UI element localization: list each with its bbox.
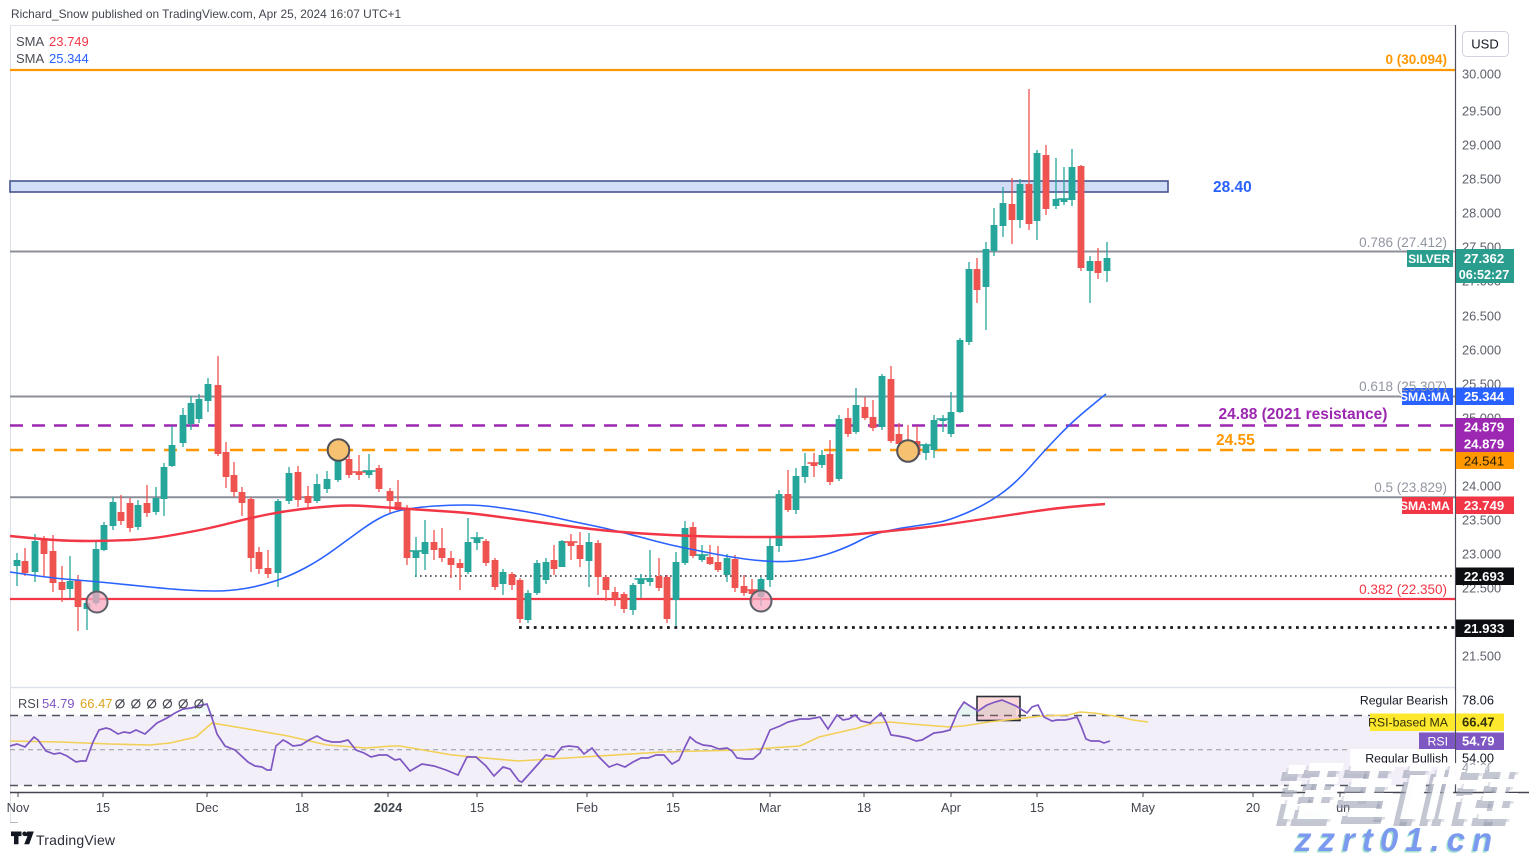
- svg-text:USD: USD: [1471, 37, 1498, 52]
- svg-text:54.00: 54.00: [1462, 751, 1494, 766]
- svg-text:SILVER: SILVER: [1408, 252, 1450, 266]
- svg-text:66.47: 66.47: [1462, 715, 1495, 730]
- svg-text:Regular Bullish: Regular Bullish: [1365, 752, 1448, 766]
- svg-text:Feb: Feb: [576, 800, 598, 815]
- svg-text:May: May: [1131, 800, 1156, 815]
- svg-text:27.362: 27.362: [1464, 251, 1504, 266]
- svg-text:06:52:27: 06:52:27: [1459, 268, 1509, 282]
- svg-text:66.47: 66.47: [80, 696, 113, 711]
- svg-text:54.79: 54.79: [1462, 734, 1495, 749]
- svg-text:zzrt01.cn: zzrt01.cn: [1293, 823, 1498, 857]
- svg-text:24.000: 24.000: [1462, 479, 1501, 494]
- svg-text:78.06: 78.06: [1462, 693, 1494, 708]
- svg-text:15: 15: [666, 800, 680, 815]
- svg-text:24.879: 24.879: [1464, 420, 1504, 435]
- svg-text:29.500: 29.500: [1462, 104, 1501, 119]
- svg-text:24.541: 24.541: [1464, 454, 1504, 469]
- svg-text:23.500: 23.500: [1462, 513, 1501, 528]
- svg-text:29.000: 29.000: [1462, 138, 1501, 153]
- svg-text:RSI-based MA: RSI-based MA: [1368, 716, 1449, 730]
- svg-text:21.500: 21.500: [1462, 649, 1501, 664]
- svg-text:zzrt01.cn: zzrt01.cn: [1294, 821, 1499, 857]
- svg-text:25.344: 25.344: [1464, 389, 1505, 404]
- svg-text:0.5 (23.829): 0.5 (23.829): [1374, 480, 1447, 495]
- svg-text:30.000: 30.000: [1462, 67, 1501, 82]
- svg-text:15: 15: [470, 800, 484, 815]
- svg-text:2024: 2024: [374, 800, 403, 815]
- svg-text:SMA: SMA: [16, 34, 45, 49]
- svg-text:26.500: 26.500: [1462, 309, 1501, 324]
- svg-text:SMA: SMA: [16, 51, 45, 66]
- svg-text:21.933: 21.933: [1464, 621, 1504, 636]
- svg-text:24.55: 24.55: [1216, 432, 1255, 449]
- svg-text:0 (30.094): 0 (30.094): [1385, 52, 1447, 67]
- svg-text:28.000: 28.000: [1462, 206, 1501, 221]
- svg-text:Nov: Nov: [7, 800, 30, 815]
- svg-text:15: 15: [96, 800, 110, 815]
- svg-text:23.749: 23.749: [1464, 498, 1504, 513]
- svg-text:24.879: 24.879: [1464, 437, 1504, 452]
- svg-text:Richard_Snow published on Trad: Richard_Snow published on TradingView.co…: [11, 7, 401, 21]
- svg-text:23.749: 23.749: [49, 34, 89, 49]
- svg-text:54.79: 54.79: [42, 696, 75, 711]
- svg-text:25.344: 25.344: [49, 51, 89, 66]
- svg-text:24.88 (2021 resistance): 24.88 (2021 resistance): [1219, 406, 1388, 423]
- svg-text:Regular Bearish: Regular Bearish: [1360, 694, 1448, 708]
- svg-text:18: 18: [295, 800, 309, 815]
- svg-text:Mar: Mar: [759, 800, 782, 815]
- svg-text:RSI: RSI: [1428, 735, 1449, 749]
- svg-text:Apr: Apr: [941, 800, 962, 815]
- svg-text:28.40: 28.40: [1213, 179, 1252, 196]
- svg-text:23.000: 23.000: [1462, 547, 1501, 562]
- svg-text:20: 20: [1246, 800, 1260, 815]
- svg-text:0.786 (27.412): 0.786 (27.412): [1359, 235, 1447, 250]
- svg-text:28.500: 28.500: [1462, 172, 1501, 187]
- svg-text:SMA:MA: SMA:MA: [1400, 390, 1450, 404]
- svg-text:Dec: Dec: [196, 800, 219, 815]
- svg-text:RSI: RSI: [18, 696, 39, 711]
- svg-text:22.693: 22.693: [1464, 569, 1504, 584]
- svg-text:SMA:MA: SMA:MA: [1400, 499, 1450, 513]
- svg-text:15: 15: [1030, 800, 1044, 815]
- svg-text:0.382 (22.350): 0.382 (22.350): [1359, 582, 1447, 597]
- svg-text:18: 18: [857, 800, 871, 815]
- svg-text:TradingView: TradingView: [36, 832, 116, 848]
- svg-text:0.618 (25.307): 0.618 (25.307): [1359, 379, 1447, 394]
- svg-text:26.000: 26.000: [1462, 343, 1501, 358]
